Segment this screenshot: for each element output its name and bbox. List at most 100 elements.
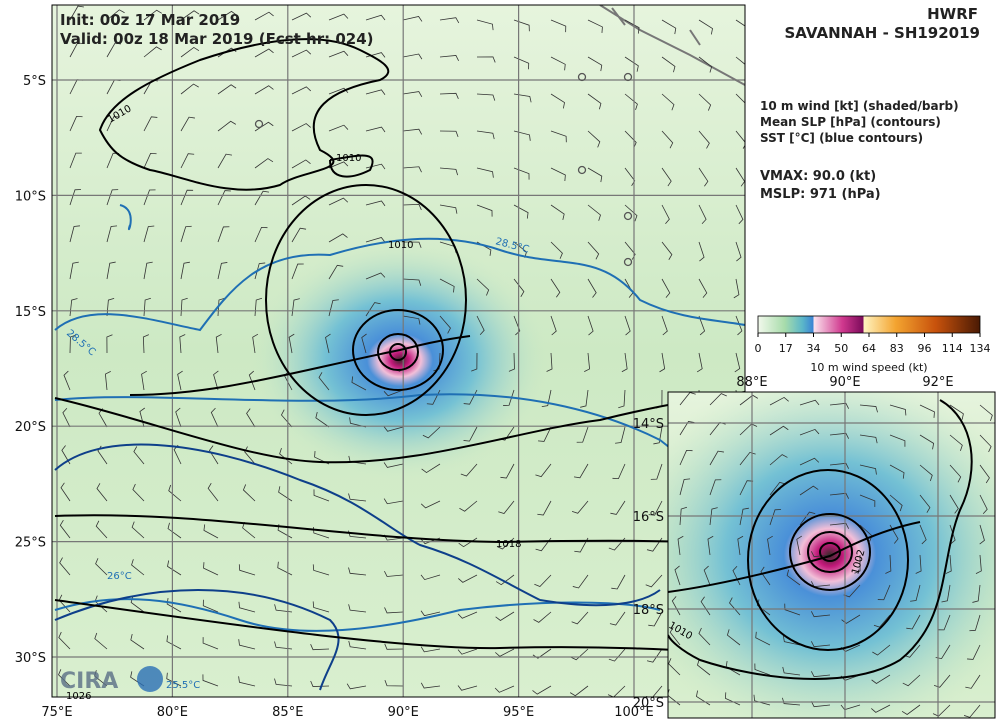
wind-barb (142, 334, 149, 354)
wind-barb (291, 123, 311, 132)
wind-barb (698, 278, 708, 298)
wind-barb (252, 333, 259, 354)
wind-barb (274, 604, 293, 613)
wind-barb (698, 167, 709, 187)
wind-barb (624, 204, 638, 222)
wind-barb (238, 676, 256, 687)
wind-barb (735, 130, 745, 149)
wind-barb (919, 524, 927, 545)
wind-barb (725, 692, 741, 706)
wind-barb (476, 315, 485, 336)
wind-barb (810, 701, 831, 708)
wind-barb (143, 261, 153, 280)
wind-barb (587, 278, 597, 298)
wind-barb (573, 463, 589, 479)
wind-barb (310, 644, 330, 651)
wind-barb (975, 554, 982, 574)
wind-barb (739, 507, 749, 526)
wind-barb (210, 407, 219, 428)
wind-barb (346, 683, 367, 690)
wind-barb (572, 574, 589, 589)
wind-barb (143, 9, 163, 21)
wind-barb (494, 685, 515, 693)
wind-barb (384, 570, 404, 577)
wind-barb (365, 89, 386, 95)
wind-barb (646, 648, 663, 663)
wind-barb (810, 611, 831, 618)
legend-line: SST [°C] (blue contours) (760, 131, 923, 145)
wind-barb (463, 426, 478, 442)
wind-barb (889, 464, 905, 479)
wind-barb (58, 669, 71, 687)
wind-barb (420, 682, 441, 689)
wind-barb (979, 494, 988, 515)
wind-barb (661, 278, 671, 298)
wind-barb (661, 241, 673, 260)
wind-barb (106, 42, 121, 58)
colorbar-label: 10 m wind speed (kt) (810, 361, 927, 374)
wind-barb (458, 574, 478, 583)
wind-barb (624, 315, 631, 336)
wind-barb (402, 315, 421, 325)
wind-barb (584, 352, 591, 372)
wind-barb (668, 658, 681, 676)
wind-barb (365, 237, 386, 243)
wind-barb (769, 481, 786, 496)
wind-barb (587, 315, 594, 336)
wind-barb (94, 632, 108, 650)
wind-barb (495, 611, 515, 621)
wind-barb (69, 152, 82, 169)
wind-barb (402, 16, 423, 22)
wind-barb (949, 524, 956, 545)
wind-barb (439, 278, 455, 293)
inset-lat-label: 14°S (633, 417, 664, 432)
mslp: MSLP: 971 (hPa) (760, 187, 881, 202)
wind-barb (402, 278, 422, 286)
wind-barb (291, 159, 311, 169)
wind-barb (859, 464, 877, 475)
wind-barb (698, 204, 707, 225)
wind-barb (782, 635, 801, 646)
wind-barb (576, 426, 589, 443)
wind-barb (782, 697, 801, 706)
wind-barb (733, 278, 740, 299)
wind-barb (949, 434, 963, 452)
contour-label: 1010 (336, 153, 361, 164)
wind-barb (550, 130, 567, 143)
wind-barb (799, 399, 820, 406)
wind-barb (96, 483, 108, 502)
wind-barb (291, 12, 312, 21)
wind-barb (402, 166, 422, 173)
wind-barb (949, 464, 962, 483)
inset-lon-label: 92°E (922, 375, 953, 390)
wind-barb (457, 685, 478, 691)
wind-barb (69, 189, 82, 206)
wind-barb (621, 352, 628, 373)
wind-barb (180, 153, 195, 169)
wind-barb (69, 261, 79, 280)
wind-barb (648, 611, 663, 627)
wind-barb (106, 261, 116, 280)
lat-label: 20°S (15, 420, 46, 435)
wind-barb (291, 195, 311, 206)
wind-barb (325, 333, 331, 354)
wind-barb (608, 648, 626, 662)
wind-barb (439, 167, 459, 176)
wind-barb (131, 559, 145, 576)
main-map (52, 5, 745, 697)
wind-barb (348, 604, 367, 613)
wind-barb (945, 554, 952, 574)
wind-barb (729, 597, 741, 616)
wind-barb (648, 500, 663, 516)
wind-barb (933, 674, 951, 688)
wind-barb (63, 370, 71, 391)
wind-barb (677, 535, 684, 556)
wind-barb (571, 611, 589, 625)
wind-barb (949, 404, 964, 420)
wind-barb (753, 694, 771, 706)
wind-barb (106, 225, 118, 243)
wind-barb (69, 115, 83, 132)
wind-barb (532, 648, 552, 659)
wind-barb (698, 315, 706, 336)
wind-barb (106, 334, 113, 354)
